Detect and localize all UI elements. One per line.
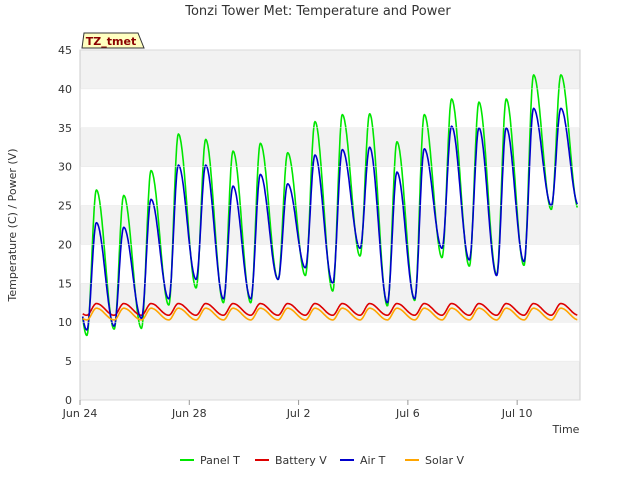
y-tick-label: 30	[58, 161, 72, 174]
y-tick-label: 25	[58, 200, 72, 213]
chart-title: Tonzi Tower Met: Temperature and Power	[184, 4, 451, 19]
series-layer	[81, 74, 579, 337]
y-tick-label: 10	[58, 316, 72, 329]
grid-band	[80, 361, 580, 400]
legend-label-panel-t: Panel T	[200, 454, 240, 467]
grid-band	[80, 127, 580, 167]
badge-shape	[81, 32, 145, 49]
legend-label-air-t: Air T	[360, 454, 386, 467]
y-tick-label: 20	[58, 238, 72, 251]
legend-label-solar-v: Solar V	[425, 454, 465, 467]
y-tick-label: 45	[58, 44, 72, 57]
legend-label-battery-v: Battery V	[275, 454, 327, 467]
x-axis-label: Time	[552, 423, 580, 436]
grid-band	[80, 205, 580, 245]
grid-bands	[80, 50, 580, 400]
x-tick-label: Jun 24	[62, 407, 98, 420]
grid-band	[80, 50, 580, 89]
y-tick-label: 40	[58, 83, 72, 96]
series-line-air-t	[81, 107, 579, 331]
y-tick-label: 5	[65, 355, 72, 368]
x-tick-label: Jul 2	[286, 407, 311, 420]
series-line-battery-v	[82, 302, 578, 316]
grid-band	[80, 283, 580, 323]
x-tick-label: Jul 10	[501, 407, 533, 420]
x-tick-label: Jun 28	[171, 407, 207, 420]
legend: Panel T Battery V Air T Solar V	[180, 454, 465, 467]
x-tick-label: Jul 6	[395, 407, 420, 420]
series-line-solar-v	[82, 307, 578, 321]
y-tick-label: 0	[65, 394, 72, 407]
y-tick-label: 15	[58, 277, 72, 290]
badge-label: TZ_tmet	[86, 35, 136, 48]
x-axis-ticks: Jun 24 Jun 28 Jul 2 Jul 6 Jul 10	[62, 400, 533, 420]
y-axis-ticks: 0 5 10 15 20 25 30 35 40 45	[58, 44, 580, 407]
station-badge: TZ_tmet	[81, 32, 145, 49]
y-axis-label: Temperature (C) / Power (V)	[6, 148, 19, 302]
y-tick-label: 35	[58, 122, 72, 135]
